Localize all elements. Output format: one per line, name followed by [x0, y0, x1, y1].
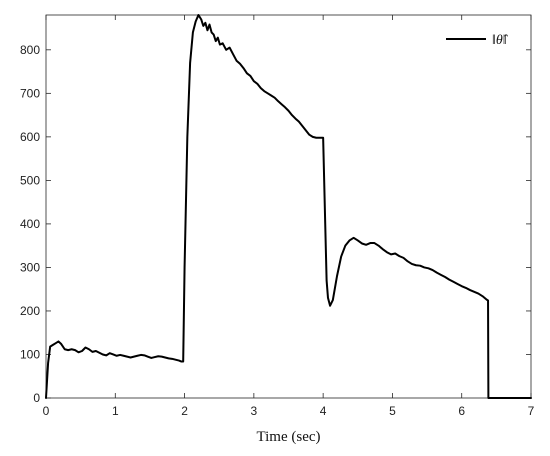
x-tick-label: 4	[320, 404, 327, 418]
x-axis-label: Time (sec)	[256, 429, 320, 445]
y-tick-label: 500	[20, 173, 40, 187]
y-tick-label: 300	[20, 260, 40, 274]
series-line-0	[45, 14, 532, 399]
plot-area	[45, 14, 532, 399]
x-tick-label: 7	[528, 404, 535, 418]
y-tick-label: 700	[20, 86, 40, 100]
x-tick-label: 5	[389, 404, 396, 418]
y-tick-label: 200	[20, 304, 40, 318]
x-tick-label: 1	[112, 404, 119, 418]
x-tick-label: 3	[251, 404, 258, 418]
series-layer	[45, 14, 532, 399]
y-tick-label: 400	[20, 217, 40, 231]
legend: ‖θ̂‖	[440, 27, 524, 51]
y-tick-label: 100	[20, 347, 40, 361]
y-tick-label: 600	[20, 130, 40, 144]
y-tick-label: 0	[33, 391, 40, 405]
y-tick-label: 800	[20, 43, 40, 57]
x-tick-label: 2	[181, 404, 188, 418]
plot-frame	[45, 14, 532, 399]
legend-label: ‖θ̂‖	[492, 33, 509, 48]
axis-ticks: 0 1 2 3 4 5 6 7 0 100 200 300 400 500 600 700 800	[20, 15, 535, 418]
x-tick-label: 6	[458, 404, 465, 418]
x-tick-label: 0	[43, 404, 50, 418]
